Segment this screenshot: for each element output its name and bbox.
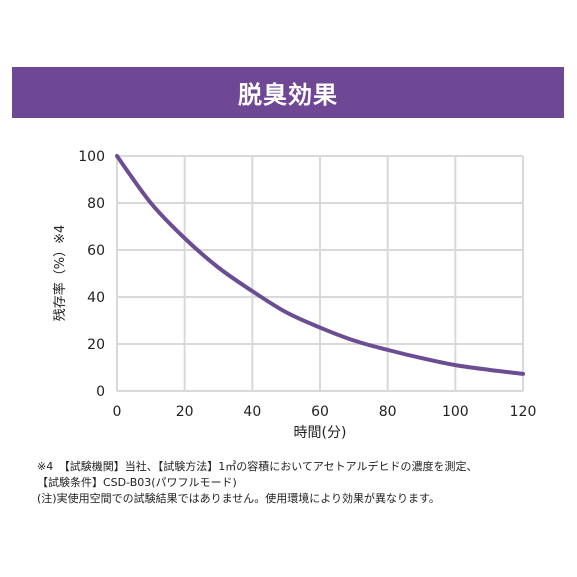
y-tick-label: 0 xyxy=(96,384,105,400)
series-group xyxy=(115,154,525,376)
x-tick-label: 20 xyxy=(176,404,194,420)
x-tick-label: 40 xyxy=(243,404,261,420)
x-tick-label: 80 xyxy=(379,404,397,420)
y-tick-label: 100 xyxy=(78,149,105,165)
y-tick-labels: 0 20 40 60 80 100 xyxy=(78,149,105,400)
grid xyxy=(116,155,524,392)
x-tick-label: 60 xyxy=(311,404,329,420)
footnotes: ※4 【試験機関】当社、【試験方法】1㎥の容積においてアセトアルデヒドの濃度を測… xyxy=(37,459,567,507)
banner-title: 脱臭効果 xyxy=(238,81,338,109)
x-tick-label: 100 xyxy=(442,404,469,420)
y-tick-label: 80 xyxy=(87,196,105,212)
footnote-line-3: (注)実使用空間での試験結果ではありません。使用環境により効果が異なります。 xyxy=(37,492,440,505)
footnote-line-1: ※4 【試験機関】当社、【試験方法】1㎥の容積においてアセトアルデヒドの濃度を測… xyxy=(37,460,478,473)
title-banner: 脱臭効果 xyxy=(12,67,564,118)
series-line xyxy=(115,154,525,376)
x-tick-label: 120 xyxy=(510,404,537,420)
x-axis-label: 時間(分) xyxy=(294,425,347,441)
x-tick-label: 0 xyxy=(113,404,122,420)
y-tick-label: 40 xyxy=(87,290,105,306)
x-tick-labels: 0 20 40 60 80 100 120 xyxy=(113,404,537,420)
y-tick-label: 20 xyxy=(87,337,105,353)
footnote-line-2: 【試験条件】CSD-B03(パワフルモード) xyxy=(37,476,237,489)
y-axis-label: 残存率（%）※4 xyxy=(52,225,68,322)
y-tick-label: 60 xyxy=(87,243,105,259)
